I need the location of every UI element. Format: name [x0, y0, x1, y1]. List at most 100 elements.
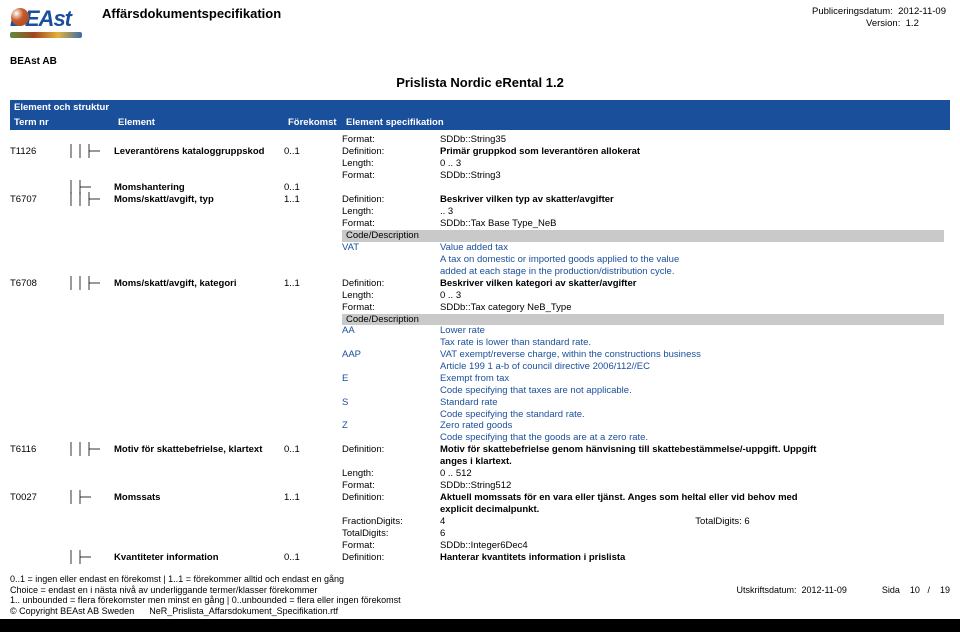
spec-value: Aktuell momssats för en vara eller tjäns… — [440, 492, 950, 504]
spec-row: FractionDigits:4TotalDigits: 6 — [10, 516, 950, 528]
spec-row: explicit decimalpunkt. — [10, 504, 950, 516]
tree-branch — [66, 492, 114, 504]
element-name: Moms/skatt/avgift, kategori — [114, 278, 284, 290]
footer-line-1: 0..1 = ingen eller endast en förekomst |… — [10, 574, 950, 585]
code-value: Value added tax — [440, 242, 950, 254]
spec-label: Format: — [342, 218, 440, 230]
code-description-header: Code/Description — [342, 230, 944, 242]
spec-value: Beskriver vilken kategori av skatter/avg… — [440, 278, 950, 290]
col-forekomst: Förekomst — [288, 117, 346, 128]
footer-right: Utskriftsdatum: 2012-11-09 Sida 10 / 19 — [736, 585, 950, 595]
publication-info: Publiceringsdatum: 2012-11-09 Version: 1… — [812, 6, 946, 30]
spec-label: Definition: — [342, 444, 440, 456]
tree-branch — [66, 552, 114, 564]
spec-row: T6707Moms/skatt/avgift, typ1..1Definitio… — [10, 194, 950, 206]
spec-value: SDDb::Tax category NeB_Type — [440, 302, 950, 314]
print-date: 2012-11-09 — [802, 585, 847, 595]
spec-label: Length: — [342, 206, 440, 218]
code-key: Z — [342, 420, 440, 432]
code-key — [342, 385, 440, 397]
code-row: EExempt from tax — [342, 373, 950, 385]
spec-value: 6 — [440, 528, 950, 540]
tree-branch — [66, 456, 114, 468]
code-row: Code specifying the standard rate. — [342, 409, 950, 421]
version: 1.2 — [906, 18, 919, 29]
spec-label: Format: — [342, 302, 440, 314]
print-date-label: Utskriftsdatum: — [736, 585, 796, 595]
spec-row: Length:0 .. 512 — [10, 468, 950, 480]
term-nr: T6116 — [10, 444, 66, 456]
forekomst: 0..1 — [284, 146, 342, 158]
subtitle: Prislista Nordic eRental 1.2 — [10, 75, 950, 90]
code-key — [342, 409, 440, 421]
code-key: AA — [342, 325, 440, 337]
term-nr: T6708 — [10, 278, 66, 290]
spec-row: T1126Leverantörens kataloggruppskod0..1D… — [10, 146, 950, 158]
code-value: added at each stage in the production/di… — [440, 266, 950, 278]
spec-row: Length:0 .. 3 — [10, 290, 950, 302]
tree-branch — [66, 504, 114, 516]
spec-value: SDDb::String512 — [440, 480, 950, 492]
code-key — [342, 361, 440, 373]
pub-date-label: Publiceringsdatum: — [812, 6, 893, 17]
spec-value: 0 .. 3 — [440, 158, 950, 170]
spec-value: Hanterar kvantitets information i prisli… — [440, 552, 950, 564]
tree-branch — [66, 194, 114, 206]
code-value: Standard rate — [440, 397, 950, 409]
col-spec: Element specifikation — [346, 117, 444, 128]
element-name: Momssats — [114, 492, 284, 504]
code-key: S — [342, 397, 440, 409]
term-nr: T6707 — [10, 194, 66, 206]
spec-value: 0 .. 512 — [440, 468, 950, 480]
spec-value: SDDb::String35 — [440, 134, 950, 146]
tree-branch — [66, 278, 114, 290]
spec-row: Length:0 .. 3 — [10, 158, 950, 170]
forekomst: 1..1 — [284, 194, 342, 206]
spec-row: Format:SDDb::Tax Base Type_NeB — [10, 218, 950, 230]
spec-row: T6116 Motiv för skattebefrielse, klartext… — [10, 444, 950, 456]
code-row: Code specifying that taxes are not appli… — [342, 385, 950, 397]
spec-row: Kvantiteter information0..1Definition:Ha… — [10, 552, 950, 564]
code-value: A tax on domestic or imported goods appl… — [440, 254, 950, 266]
version-label: Version: — [866, 18, 900, 29]
spec-value: explicit decimalpunkt. — [440, 504, 950, 516]
code-row: AAPVAT exempt/reverse charge, within the… — [342, 349, 950, 361]
code-value: Zero rated goods — [440, 420, 950, 432]
tree-branch — [66, 444, 114, 456]
element-name: Moms/skatt/avgift, typ — [114, 194, 284, 206]
page-total: 19 — [940, 585, 950, 595]
company-name: BEAst AB — [10, 56, 950, 67]
code-value: Code specifying the standard rate. — [440, 409, 950, 421]
tree-branch — [66, 468, 114, 480]
spec-row: T0027Momssats1..1Definition:Aktuell moms… — [10, 492, 950, 504]
code-row: ZZero rated goods — [342, 420, 950, 432]
spec-row: Format:SDDb::Tax category NeB_Type — [10, 302, 950, 314]
spec-row: anges i klartext. — [10, 456, 950, 468]
element-name: Motiv för skattebefrielse, klartext — [114, 444, 284, 456]
code-description-header: Code/Description — [342, 314, 944, 326]
spec-row: Length: .. 3 — [10, 206, 950, 218]
tree-branch — [66, 302, 114, 314]
pub-date: 2012-11-09 — [898, 6, 946, 17]
fraction-digits-label: FractionDigits: — [342, 516, 440, 528]
code-row: VATValue added tax — [342, 242, 950, 254]
spec-label: Format: — [342, 134, 440, 146]
spec-row: TotalDigits:6 — [10, 528, 950, 540]
spec-label: TotalDigits: — [342, 528, 440, 540]
spec-value: SDDb::Tax Base Type_NeB — [440, 218, 950, 230]
code-key — [342, 266, 440, 278]
forekomst: 0..1 — [284, 444, 342, 456]
section-header: Element och struktur — [10, 100, 950, 115]
spec-label: Format: — [342, 540, 440, 552]
page-current: 10 — [910, 585, 920, 595]
code-value: Code specifying that taxes are not appli… — [440, 385, 950, 397]
forekomst: 1..1 — [284, 278, 342, 290]
code-key: AAP — [342, 349, 440, 361]
tree-branch — [66, 528, 114, 540]
code-value: VAT exempt/reverse charge, within the co… — [440, 349, 950, 361]
col-term-nr: Term nr — [14, 117, 70, 128]
fraction-digits-value: 4TotalDigits: 6 — [440, 516, 950, 528]
spec-value: .. 3 — [440, 206, 950, 218]
page-sep: / — [927, 585, 930, 595]
code-row: A tax on domestic or imported goods appl… — [342, 254, 950, 266]
